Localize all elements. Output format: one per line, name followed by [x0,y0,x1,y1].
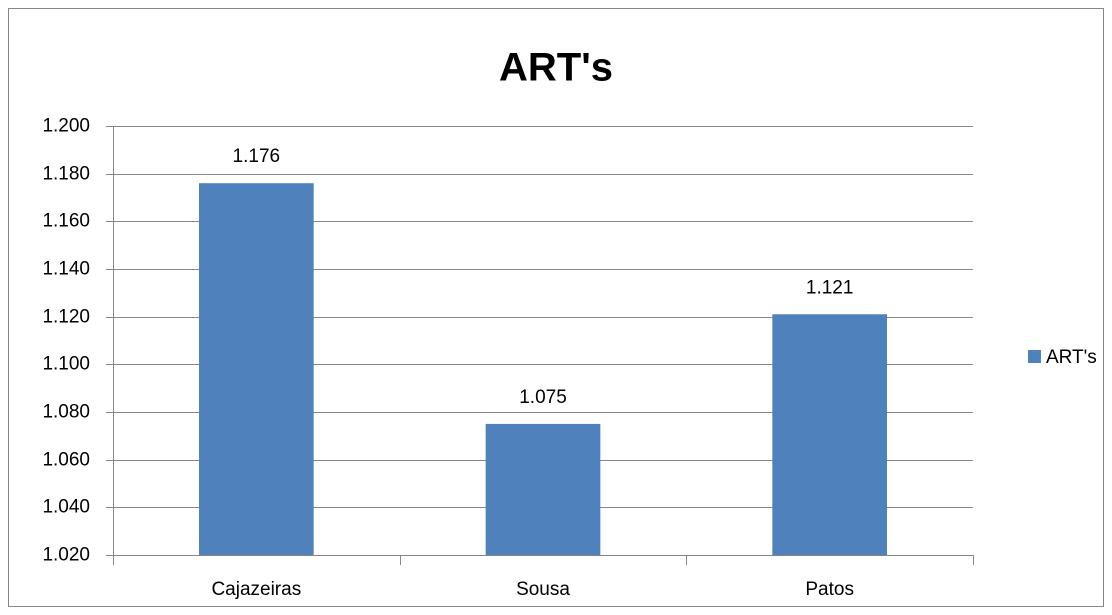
y-tick-label: 1.080 [42,402,90,423]
y-tick-label: 1.200 [42,116,90,137]
x-tick-label: Sousa [516,579,570,600]
bar [772,314,887,555]
data-label: 1.176 [233,146,281,167]
x-tick-label: Patos [805,579,854,600]
data-label: 1.121 [806,277,854,298]
y-tick-label: 1.160 [42,211,90,232]
legend-label: ART's [1046,347,1097,368]
y-tick-label: 1.180 [42,164,90,185]
x-tick-label: Cajazeiras [211,579,301,600]
legend-swatch [1028,350,1041,363]
data-label: 1.075 [519,387,567,408]
bar [199,183,314,555]
y-tick-label: 1.120 [42,307,90,328]
y-tick-label: 1.020 [42,545,90,566]
chart-title: ART's [499,46,613,90]
y-tick-label: 1.040 [42,497,90,518]
bar [485,423,601,555]
y-tick-label: 1.060 [42,450,90,471]
y-tick-label: 1.100 [42,354,90,375]
y-tick-label: 1.140 [42,259,90,280]
